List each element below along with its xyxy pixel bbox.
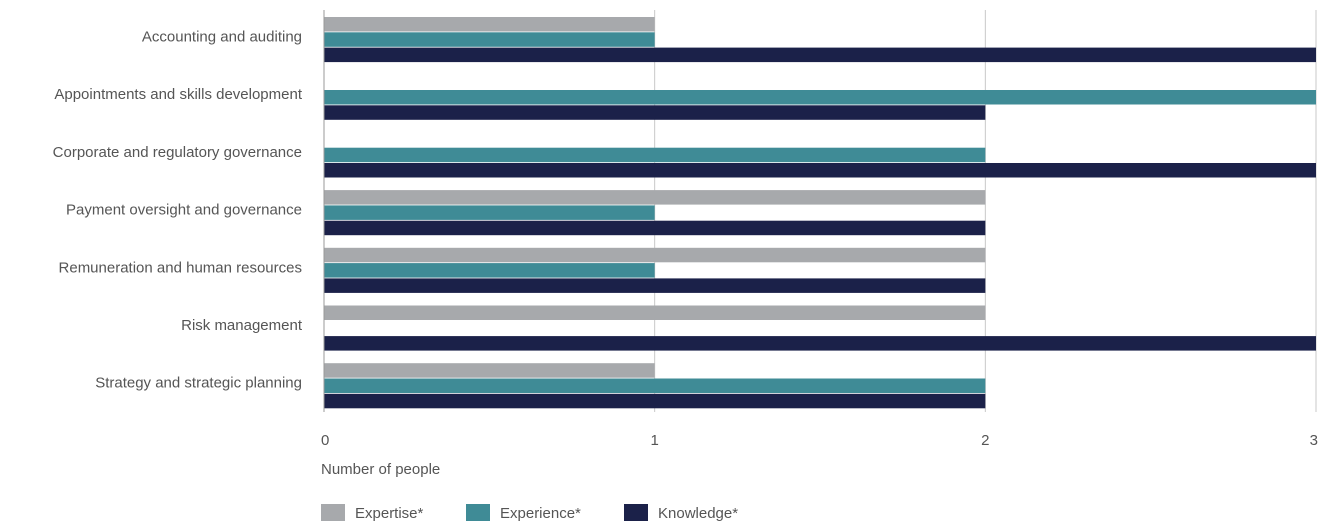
bar-1-0 [324,32,655,47]
bar-2-0 [324,47,1316,63]
gridlines [654,10,1317,412]
legend-label: Experience* [500,505,581,522]
bar-0-3 [324,190,986,205]
category-label: Appointments and skills development [54,86,302,103]
bar-0-0 [324,17,655,32]
x-tick-label: 1 [650,432,658,449]
tick-labels: 0 1 2 3 [321,432,1318,449]
bar-0-6 [324,363,655,378]
category-label: Strategy and strategic planning [95,375,302,392]
legend: Expertise* Experience* Knowledge* [321,504,738,522]
bar-2-2 [324,163,1316,178]
category-labels: Accounting and auditing Appointments and … [53,29,303,392]
bar-2-4 [324,278,986,293]
x-axis-title: Number of people [321,461,440,478]
legend-item: Expertise* [321,504,424,522]
bar-2-6 [324,393,986,409]
category-label: Accounting and auditing [142,29,302,46]
bar-1-1 [324,90,1316,105]
bar-2-3 [324,220,986,236]
legend-label: Knowledge* [658,505,738,522]
legend-swatch [466,504,490,521]
bar-0-4 [324,247,986,263]
category-label: Risk management [181,317,303,334]
bar-2-5 [324,336,1316,351]
legend-item: Experience* [466,504,581,522]
x-tick-label: 3 [1310,432,1318,449]
bar-0-5 [324,305,986,320]
bar-1-4 [324,263,655,278]
legend-swatch [624,504,648,521]
category-label: Remuneration and human resources [59,259,302,276]
x-tick-label: 0 [321,432,329,449]
legend-swatch [321,504,345,521]
category-label: Corporate and regulatory governance [53,144,302,161]
x-tick-label: 2 [981,432,989,449]
bar-1-6 [324,378,986,393]
legend-label: Expertise* [355,505,424,522]
bar-1-2 [324,147,986,163]
bar-2-1 [324,105,986,120]
category-label: Payment oversight and governance [66,202,302,219]
legend-item: Knowledge* [624,504,738,522]
bar-1-3 [324,205,655,220]
bars [324,17,1316,409]
